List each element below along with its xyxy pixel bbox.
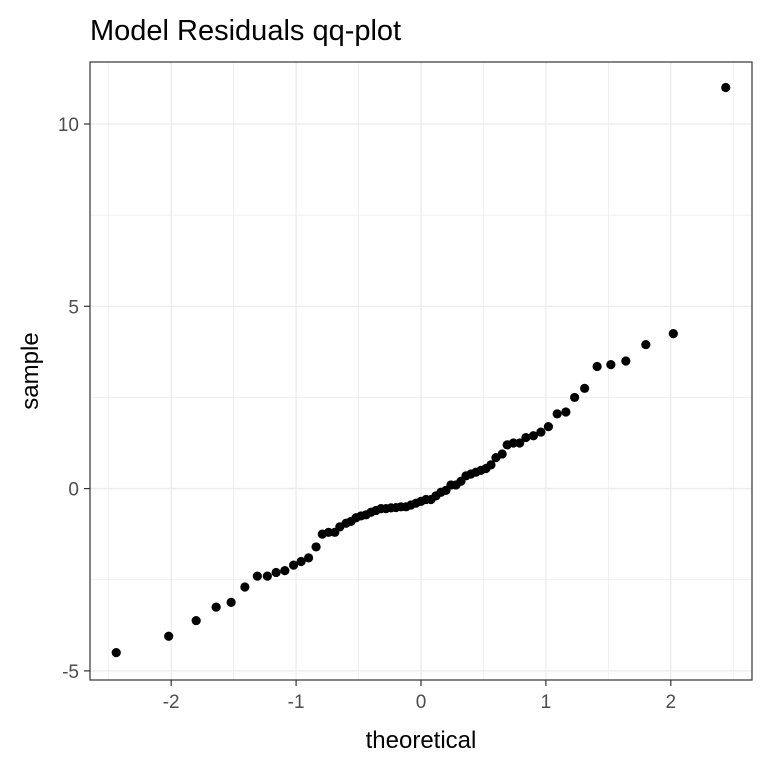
qq-point <box>226 597 236 607</box>
qq-point <box>521 432 531 443</box>
qq-point <box>570 392 580 403</box>
qq-point <box>606 360 616 370</box>
y-tick-label: 0 <box>68 480 79 501</box>
major-gridlines <box>90 62 752 680</box>
qq-point <box>252 571 262 581</box>
qq-point <box>561 407 571 417</box>
x-tick-label: 1 <box>541 692 552 713</box>
qq-point <box>240 582 250 592</box>
x-tick-label: -2 <box>163 692 180 713</box>
minor-gridlines <box>90 62 752 680</box>
qq-point <box>515 438 525 448</box>
qq-point <box>592 361 602 372</box>
y-axis-title: sample <box>17 332 44 409</box>
qq-point <box>296 556 306 567</box>
qq-point <box>552 409 562 419</box>
x-tick-label: 2 <box>666 692 677 713</box>
qq-point <box>668 329 678 339</box>
qq-point <box>303 553 314 563</box>
x-axis-ticks: -2 -1 0 1 2 <box>163 680 676 713</box>
qq-point <box>486 460 496 470</box>
y-tick-label: 10 <box>58 115 79 136</box>
x-axis-title: theoretical <box>366 727 477 754</box>
qq-point <box>280 566 290 576</box>
qq-point <box>111 648 121 658</box>
qq-point <box>164 631 174 641</box>
y-axis-ticks: -5 0 5 10 <box>58 115 90 683</box>
x-tick-label: 0 <box>416 692 427 713</box>
qq-point <box>536 427 546 437</box>
qq-point <box>621 356 631 366</box>
qq-point <box>641 339 651 350</box>
x-tick-label: -1 <box>288 692 305 713</box>
qq-point <box>262 571 272 581</box>
qq-point <box>211 602 221 612</box>
qq-point <box>580 383 590 393</box>
qq-point <box>311 542 321 552</box>
y-tick-label: 5 <box>68 297 79 318</box>
qq-point <box>497 449 507 459</box>
qq-points <box>111 82 731 658</box>
qq-point <box>271 567 281 578</box>
qq-point <box>191 615 201 626</box>
qq-point <box>721 82 731 93</box>
qq-point <box>543 422 554 432</box>
y-tick-label: -5 <box>62 662 79 683</box>
qq-point <box>288 560 299 570</box>
chart-title: Model Residuals qq-plot <box>90 15 401 47</box>
qq-point <box>528 431 539 441</box>
